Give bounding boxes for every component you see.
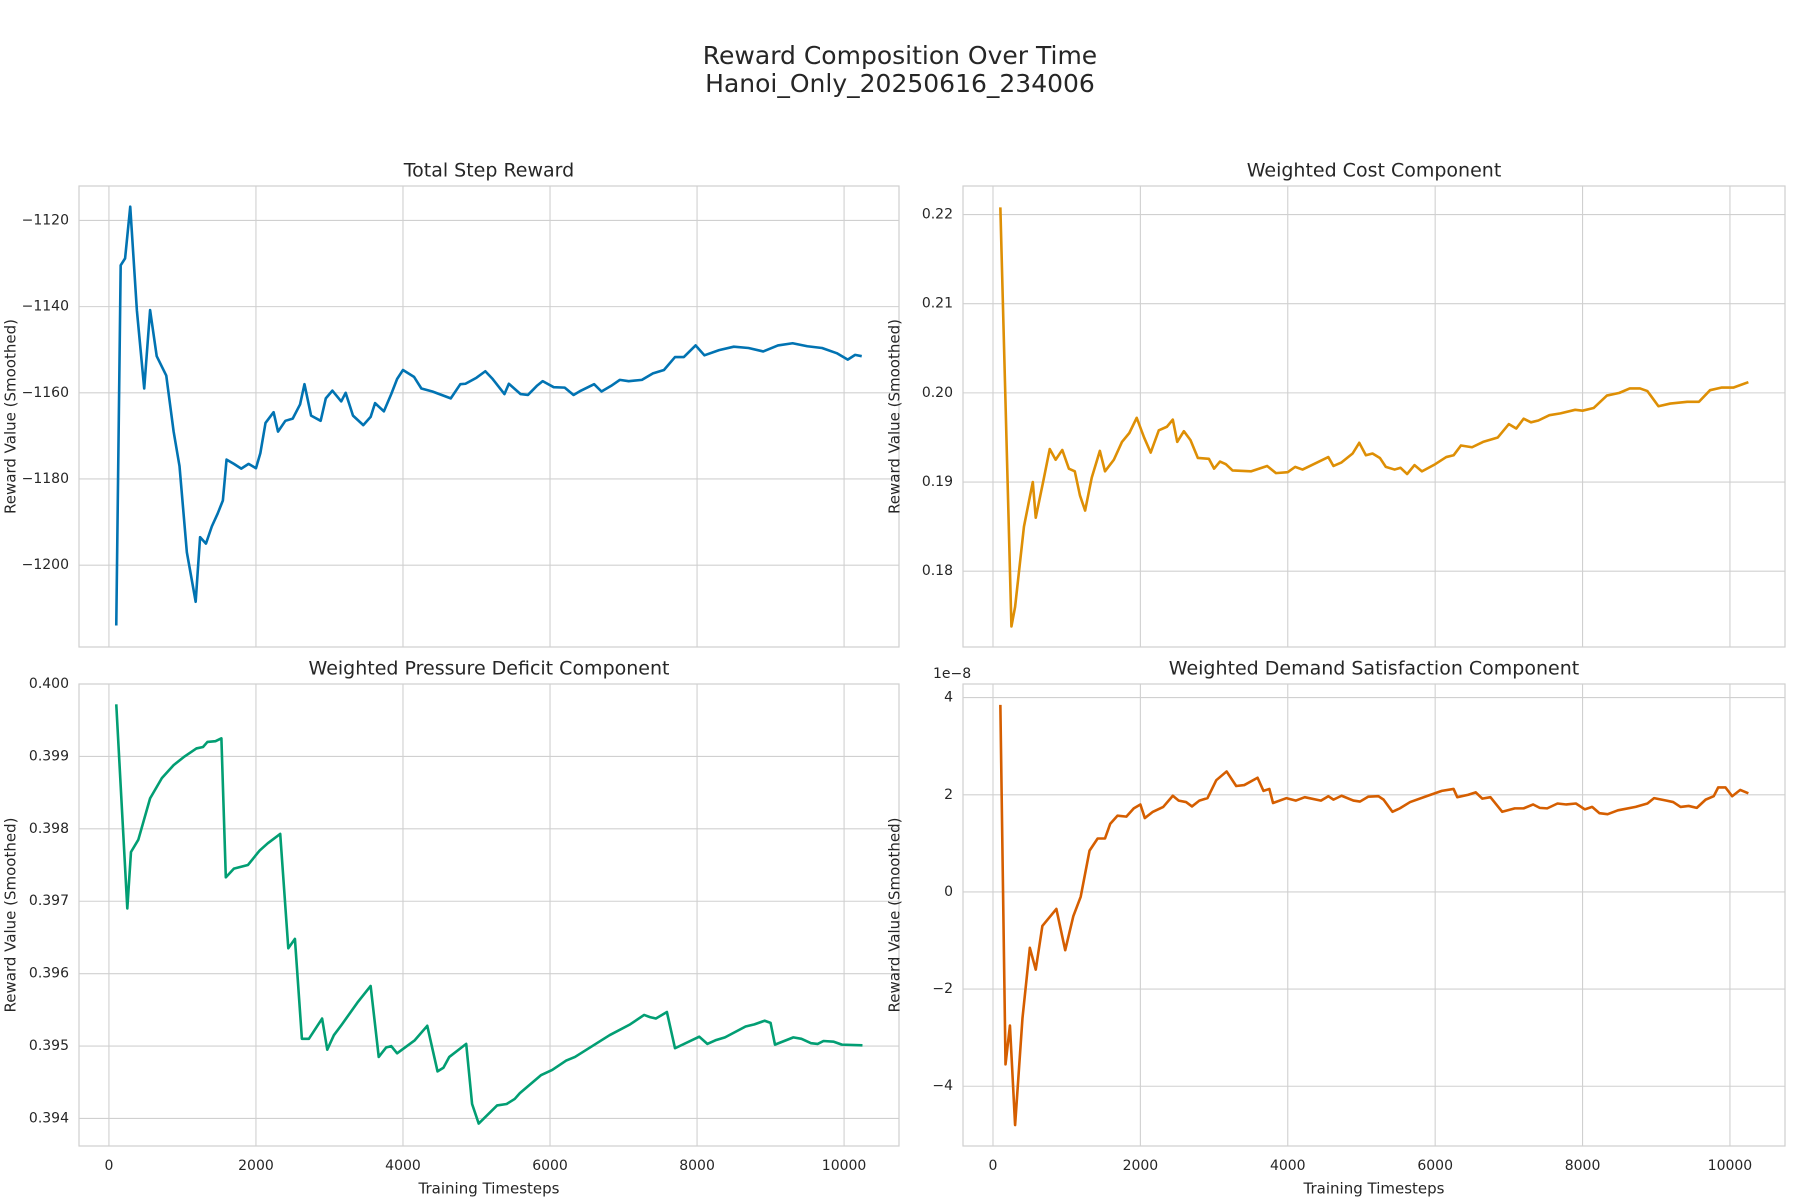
y-tick-label: 0.400 [29,676,69,692]
subplot: 0.18 0.19 0.20 0.21 0.22 Weighted Cost Compon… [886,160,1786,648]
x-tick-label: 8000 [1565,1158,1601,1174]
axes-frame [962,185,1786,648]
y-tick-label: 4 [944,690,953,706]
series-line [999,207,1749,628]
y-tick-label: 0.395 [29,1038,69,1054]
subplot-title: Weighted Demand Satisfaction Component [1169,658,1579,680]
x-tick-label: 0 [989,1158,998,1174]
series-line [999,704,1749,1127]
y-tick-label: 2 [944,787,953,803]
subplot-title: Weighted Pressure Deficit Component [309,658,670,680]
subplot: −1200 −1180 −1160 −1140 −1120 Total Step Rewa… [2,160,900,648]
x-tick-label: 8000 [679,1158,715,1174]
y-tick-label: 0.396 [29,966,69,982]
x-tick-label: 6000 [532,1158,568,1174]
x-axis-label: Training Timesteps [418,1180,560,1198]
y-tick-label: −1160 [22,385,69,401]
x-tick-label: 4000 [1270,1158,1306,1174]
axes-frame [962,683,1786,1147]
y-tick-label: 0 [944,884,953,900]
y-tick-label: −1120 [22,212,69,228]
y-tick-label: 0.20 [922,385,953,401]
figure-title: Reward Composition Over Time [703,41,1097,70]
y-axis-label: Reward Value (Smoothed) [2,818,20,1013]
x-tick-label: 10000 [822,1158,867,1174]
figure-subtitle: Hanoi_Only_20250616_234006 [705,69,1095,98]
y-tick-label: −2 [932,981,953,997]
y-tick-label: 0.397 [29,893,69,909]
x-tick-label: 10000 [1708,1158,1753,1174]
y-tick-label: −1200 [22,557,69,573]
y-axis-label: Reward Value (Smoothed) [2,319,20,514]
x-tick-label: 0 [104,1158,113,1174]
y-tick-label: 0.21 [922,296,953,312]
y-tick-label: 0.398 [29,821,69,837]
axes-frame [78,683,900,1147]
y-tick-label: −1180 [22,471,69,487]
subplot: −4 −2 0 2 4 0 2000 4000 6000 8000 10000 Weighted De… [886,658,1786,1198]
x-tick-label: 2000 [238,1158,274,1174]
x-axis-label: Training Timesteps [1303,1180,1445,1198]
y-offset-label: 1e−8 [933,666,971,682]
y-tick-label: 0.399 [29,748,69,764]
y-axis-label: Reward Value (Smoothed) [886,818,904,1013]
y-tick-label: −4 [932,1078,953,1094]
y-tick-label: 0.18 [922,563,953,579]
y-axis-label: Reward Value (Smoothed) [886,319,904,514]
subplot-title: Total Step Reward [403,160,574,182]
x-tick-label: 2000 [1123,1158,1159,1174]
axes-frame [78,185,900,648]
y-tick-label: 0.22 [922,207,953,223]
subplot: 0.394 0.395 0.396 0.397 0.398 0.399 0.400 0 2000… [2,658,900,1198]
subplot-title: Weighted Cost Component [1247,160,1502,182]
series-line [114,704,863,1125]
x-tick-label: 6000 [1417,1158,1453,1174]
y-tick-label: 0.394 [29,1110,69,1126]
y-tick-label: 0.19 [922,474,953,490]
x-tick-label: 4000 [385,1158,421,1174]
series-line [114,205,862,626]
y-tick-label: −1140 [22,299,69,315]
